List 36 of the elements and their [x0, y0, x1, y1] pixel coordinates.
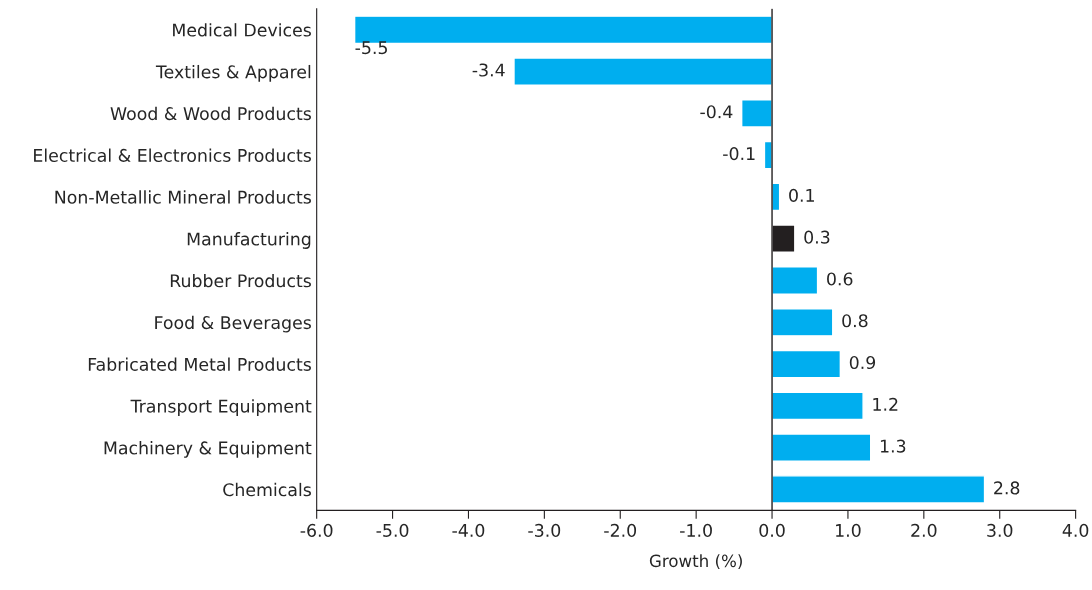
- y-tick-label: Manufacturing: [187, 232, 311, 249]
- x-axis-title: Growth (%): [649, 554, 742, 570]
- x-tick-label: 0.0: [759, 523, 785, 537]
- data-label: 0.3: [804, 230, 830, 244]
- y-tick-label: Non-Metallic Mineral Products: [55, 190, 311, 204]
- data-label: -5.5: [355, 41, 387, 55]
- y-tick-label: Transport Equipment: [130, 399, 312, 417]
- y-tick-label: Food & Beverages: [155, 315, 311, 333]
- x-tick-label: 1.0: [836, 523, 861, 537]
- y-tick-label: Textiles & Apparel: [155, 64, 311, 82]
- x-tick-label: -6.0: [300, 523, 333, 537]
- data-label: 1.3: [880, 439, 906, 453]
- data-label: 0.6: [827, 272, 853, 286]
- x-tick-label: -4.0: [452, 523, 485, 537]
- data-label: 2.8: [994, 481, 1020, 495]
- data-label: -3.4: [472, 63, 505, 77]
- x-tick-label: -2.0: [604, 523, 637, 537]
- y-tick-label: Chemicals: [223, 482, 311, 497]
- x-tick-label: -1.0: [680, 523, 712, 537]
- data-label: 0.8: [842, 314, 868, 328]
- y-tick-label: Medical Devices: [173, 23, 311, 37]
- x-tick-label: 3.0: [987, 523, 1013, 537]
- x-tick-label: 2.0: [911, 523, 937, 537]
- y-tick-label: Electrical & Electronics Products: [34, 148, 311, 162]
- x-tick-label: 4.0: [1062, 523, 1089, 537]
- data-label: -0.1: [723, 147, 755, 161]
- data-label: -0.4: [700, 105, 733, 119]
- y-tick-label: Rubber Products: [170, 273, 311, 288]
- y-tick-label: Wood & Wood Products: [110, 106, 311, 121]
- x-tick-label: -3.0: [528, 523, 561, 537]
- x-tick-label: -5.0: [376, 523, 409, 537]
- data-label: 0.9: [849, 355, 876, 370]
- y-tick-label: Fabricated Metal Products: [88, 357, 311, 371]
- data-label: 1.2: [873, 397, 898, 411]
- data-label: 0.1: [789, 188, 814, 202]
- y-tick-label: Machinery & Equipment: [104, 441, 312, 458]
